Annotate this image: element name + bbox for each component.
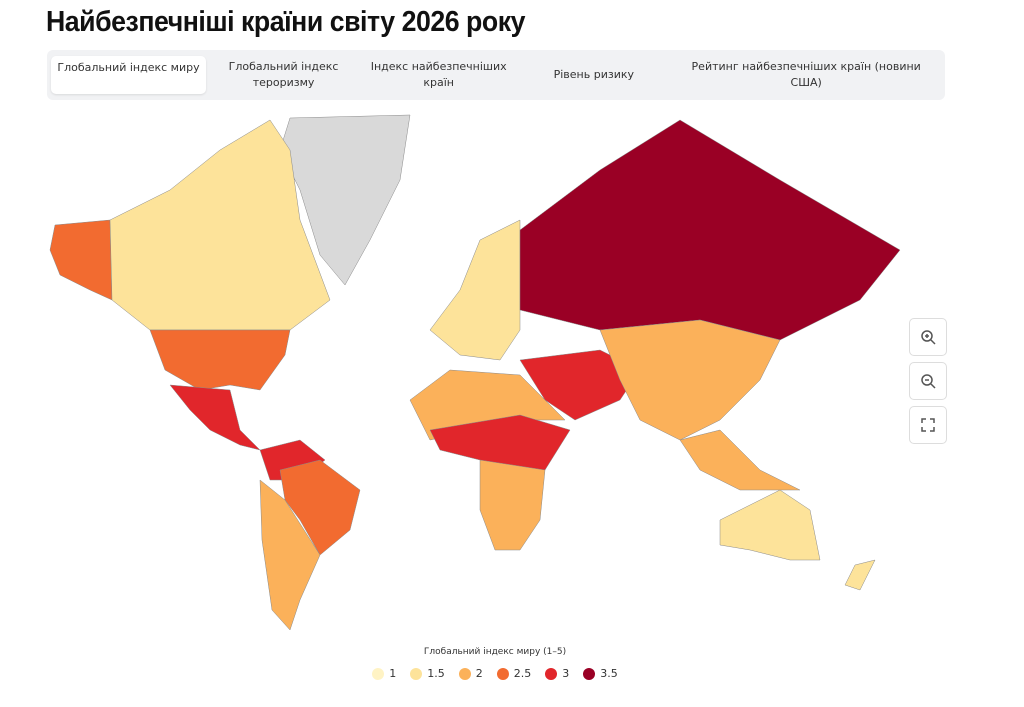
new-zealand [844,559,876,591]
legend-swatch [496,667,509,680]
legend: 1 1.5 2 2.5 3 3.5 [0,667,990,680]
mexico-central [169,384,261,451]
zoom-out-button[interactable] [909,362,947,400]
fullscreen-button[interactable] [909,406,947,444]
alaska [49,219,113,301]
legend-label: 3.5 [600,667,618,680]
asia [599,319,781,441]
zoom-in-icon [921,330,936,345]
legend-item[interactable]: 1 [372,667,396,680]
tab[interactable]: Глобальний індекс тероризму [228,60,339,89]
legend-item[interactable]: 1.5 [410,667,445,680]
brazil [279,459,361,556]
legend-swatch [410,667,423,680]
tab-bar: Глобальний індекс миру Глобальний індекс … [47,50,945,100]
africa-south [479,459,546,551]
tab[interactable]: Рейтинг найбезпечніших країн (новини США… [691,60,921,89]
legend-swatch [372,667,385,680]
europe [429,219,521,361]
south-america-south [259,479,321,631]
tab[interactable]: Індекс найбезпечніших країн [370,60,507,89]
zoom-out-icon [921,374,936,389]
southeast-asia [679,429,801,491]
page-title: Найбезпечніші країни світу 2026 року [46,6,526,38]
middle-east [519,349,641,421]
tab[interactable]: Глобальний індекс миру [51,56,206,94]
legend-label: 2 [475,667,483,680]
legend-swatch [583,667,596,680]
legend-item[interactable]: 3 [545,667,569,680]
legend-swatch [458,667,471,680]
legend-label: 2.5 [513,667,532,680]
legend-label: 1.5 [427,667,445,680]
australia [719,489,821,561]
usa [149,329,291,391]
tab[interactable]: Рівень ризику [553,68,635,81]
legend-item[interactable]: 2.5 [496,667,532,680]
legend-item[interactable]: 3.5 [583,667,618,680]
zoom-in-button[interactable] [909,318,947,356]
russia [519,119,901,341]
canada [109,119,331,331]
legend-item[interactable]: 2 [458,667,483,680]
legend-title: Глобальний індекс миру (1–5) [423,647,567,657]
legend-label: 3 [562,667,570,680]
legend-swatch [545,667,558,680]
legend-label: 1 [389,667,397,680]
fullscreen-icon [921,418,935,432]
